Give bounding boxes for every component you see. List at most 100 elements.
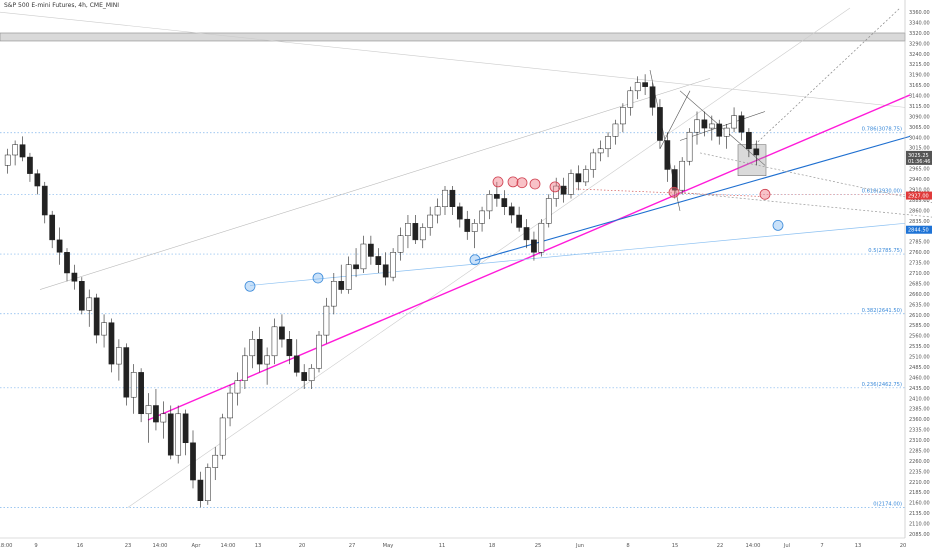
y-tick-label: 2185.00 bbox=[909, 490, 930, 496]
candle bbox=[12, 140, 18, 166]
candle-body bbox=[479, 210, 485, 224]
candle bbox=[456, 202, 463, 228]
x-tick-label: 8 bbox=[626, 543, 629, 549]
candle-body bbox=[708, 123, 715, 129]
projection-line bbox=[754, 7, 901, 145]
candle-body bbox=[582, 169, 589, 183]
candle-body bbox=[523, 227, 530, 241]
candle-body bbox=[679, 160, 686, 191]
candle bbox=[531, 231, 537, 261]
candle bbox=[612, 119, 619, 145]
y-tick-label: 2435.00 bbox=[909, 386, 930, 392]
candle bbox=[212, 446, 219, 481]
candle bbox=[316, 330, 322, 373]
x-tick-label: 9 bbox=[34, 543, 37, 549]
candle bbox=[190, 430, 196, 489]
y-tick-label: 2835.00 bbox=[909, 219, 930, 225]
candle-body bbox=[242, 355, 248, 381]
candle bbox=[301, 364, 308, 389]
y-tick-label: 2235.00 bbox=[909, 469, 930, 475]
candle bbox=[494, 181, 500, 207]
candle-body bbox=[605, 136, 611, 150]
candle-body bbox=[34, 173, 41, 187]
candle-body bbox=[545, 198, 552, 224]
candle-body bbox=[175, 413, 182, 456]
y-tick-label: 2610.00 bbox=[909, 313, 930, 319]
x-tick-label: 20 bbox=[900, 543, 907, 549]
candle-body bbox=[212, 454, 219, 468]
candle-body bbox=[323, 305, 330, 336]
candle bbox=[279, 314, 285, 348]
candle bbox=[71, 264, 78, 290]
candle-body bbox=[657, 107, 663, 141]
price-label-box bbox=[906, 150, 932, 165]
candle bbox=[412, 215, 419, 245]
candle-body bbox=[86, 297, 93, 311]
candle-body bbox=[427, 214, 434, 228]
candle bbox=[686, 128, 693, 166]
x-tick-label: 15 bbox=[672, 543, 679, 549]
candle-body bbox=[197, 479, 204, 501]
y-tick-label: 2965.00 bbox=[909, 167, 930, 173]
y-tick-label: 2710.00 bbox=[909, 271, 930, 277]
y-tick-label: 2460.00 bbox=[909, 375, 930, 381]
x-tick-label: 11 bbox=[439, 543, 446, 549]
candle bbox=[167, 405, 174, 460]
y-tick-label: 2310.00 bbox=[909, 438, 930, 444]
candle-body bbox=[316, 334, 322, 369]
price-label: 2927.00 bbox=[908, 194, 929, 200]
candle-body bbox=[738, 115, 745, 133]
resistance-circle-marker bbox=[668, 186, 680, 198]
y-tick-label: 2760.00 bbox=[909, 250, 930, 256]
y-tick-label: 2860.00 bbox=[909, 208, 930, 214]
y-tick-label: 3065.00 bbox=[909, 125, 930, 131]
candle-body bbox=[390, 252, 396, 278]
candle-body bbox=[686, 131, 693, 162]
candle bbox=[19, 136, 26, 162]
candle bbox=[123, 343, 130, 406]
candle-body bbox=[360, 243, 367, 270]
candle bbox=[227, 384, 233, 427]
candle-body bbox=[694, 119, 700, 133]
candle-body bbox=[575, 173, 582, 183]
candle bbox=[41, 181, 48, 224]
y-tick-label: 2260.00 bbox=[909, 459, 930, 465]
candle-body bbox=[330, 281, 337, 307]
y-tick-label: 2110.00 bbox=[909, 522, 930, 528]
candle bbox=[753, 140, 760, 166]
candle bbox=[56, 227, 63, 265]
candle bbox=[382, 252, 389, 286]
candle-body bbox=[412, 223, 419, 241]
y-tick-label: 3360.00 bbox=[909, 10, 930, 16]
x-tick-label: Jul bbox=[783, 543, 790, 549]
candle bbox=[590, 148, 597, 178]
candle bbox=[701, 111, 708, 137]
candle bbox=[568, 169, 574, 199]
candle-body bbox=[753, 148, 760, 156]
candle bbox=[49, 210, 56, 249]
x-tick-label: 16 bbox=[77, 543, 84, 549]
x-tick-label: 7 bbox=[820, 543, 823, 549]
candle-body bbox=[560, 185, 567, 195]
candle bbox=[219, 413, 226, 460]
candle bbox=[271, 318, 278, 365]
candle bbox=[308, 364, 315, 389]
y-tick-label: 3340.00 bbox=[909, 20, 930, 26]
resistance-zone bbox=[0, 32, 906, 42]
y-tick-label: 2910.00 bbox=[909, 187, 930, 193]
candle-body bbox=[167, 413, 174, 456]
y-tick-label: 2585.00 bbox=[909, 323, 930, 329]
x-tick-label: 18:00 bbox=[0, 543, 12, 549]
candle bbox=[323, 297, 330, 344]
y-tick-label: 2940.00 bbox=[909, 177, 930, 183]
candle bbox=[116, 339, 122, 381]
candle bbox=[649, 82, 656, 116]
candle bbox=[64, 248, 70, 282]
candle-body bbox=[471, 223, 478, 232]
candle bbox=[390, 248, 396, 282]
x-tick-label: 13 bbox=[855, 543, 862, 549]
candle-body bbox=[634, 82, 641, 92]
candle-body bbox=[41, 185, 48, 216]
fib-level-label: 0.786(3078.75) bbox=[862, 127, 902, 133]
